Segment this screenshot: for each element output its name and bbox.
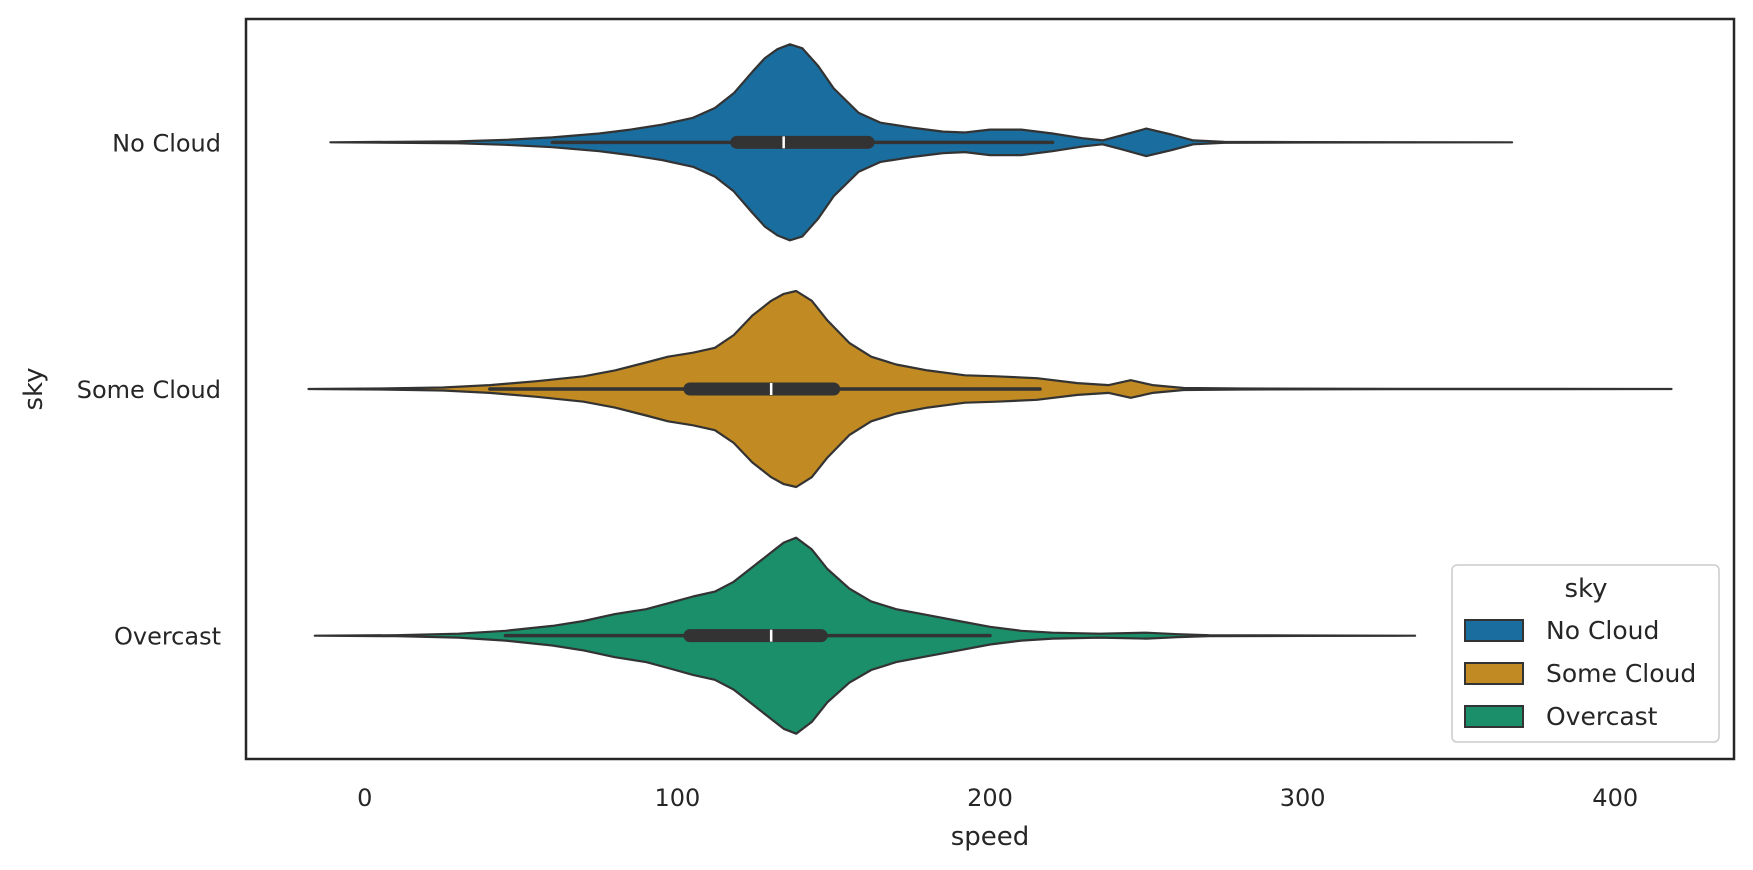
legend-label-overcast: Overcast — [1546, 702, 1658, 731]
y-category-overcast: Overcast — [114, 623, 221, 651]
x-tick-labels: 0 100 200 300 400 — [357, 784, 1638, 812]
x-tick-300: 300 — [1280, 784, 1326, 812]
legend-label-no-cloud: No Cloud — [1546, 616, 1659, 645]
legend-items: No Cloud Some Cloud Overcast — [1464, 616, 1696, 731]
y-category-no-cloud: No Cloud — [112, 129, 221, 157]
legend-label-some-cloud: Some Cloud — [1546, 659, 1696, 688]
y-category-some-cloud: Some Cloud — [77, 376, 221, 404]
x-tick-0: 0 — [357, 784, 372, 812]
legend-title: sky — [1564, 574, 1607, 604]
x-tick-400: 400 — [1592, 784, 1638, 812]
legend-swatch-overcast — [1464, 705, 1524, 728]
legend-swatch-some-cloud — [1464, 662, 1524, 685]
plot-frame — [244, 17, 1736, 761]
legend-box — [1451, 564, 1720, 743]
y-axis-label: sky — [19, 367, 49, 410]
y-category-labels: No Cloud Some Cloud Overcast — [77, 129, 221, 650]
x-axis-label: speed — [951, 822, 1030, 852]
violins-layer — [307, 43, 1673, 735]
legend-swatch-no-cloud — [1464, 619, 1524, 642]
x-tick-100: 100 — [654, 784, 700, 812]
x-tick-200: 200 — [967, 784, 1013, 812]
legend: sky No Cloud Some Cloud Overcast — [1451, 564, 1720, 743]
